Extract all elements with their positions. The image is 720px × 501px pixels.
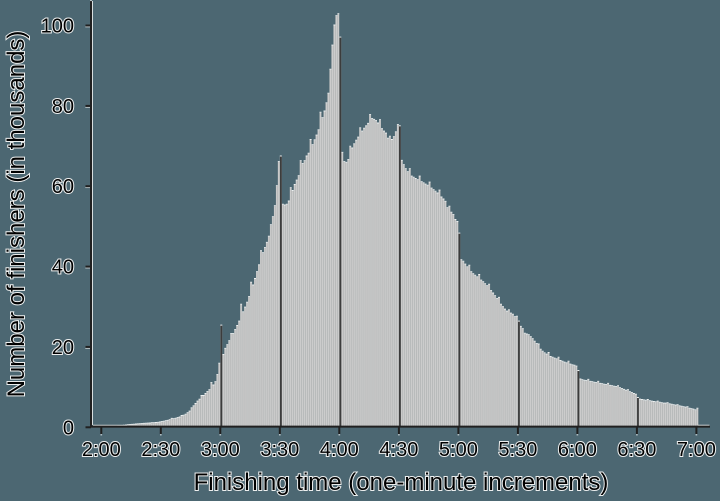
svg-text:2:30: 2:30 bbox=[141, 439, 180, 461]
svg-text:80: 80 bbox=[52, 96, 74, 118]
svg-text:Number of finishers (in thousa: Number of finishers (in thousands) bbox=[3, 31, 30, 398]
svg-text:0: 0 bbox=[63, 417, 74, 439]
svg-text:3:30: 3:30 bbox=[260, 439, 299, 461]
svg-text:4:30: 4:30 bbox=[379, 439, 418, 461]
svg-text:40: 40 bbox=[52, 257, 74, 279]
svg-text:5:30: 5:30 bbox=[498, 439, 537, 461]
svg-text:100: 100 bbox=[41, 16, 74, 38]
svg-text:20: 20 bbox=[52, 337, 74, 359]
svg-text:6:30: 6:30 bbox=[617, 439, 656, 461]
svg-text:6:00: 6:00 bbox=[558, 439, 597, 461]
svg-text:5:00: 5:00 bbox=[439, 439, 478, 461]
svg-text:7:00: 7:00 bbox=[677, 439, 716, 461]
svg-text:4:00: 4:00 bbox=[320, 439, 359, 461]
svg-text:3:00: 3:00 bbox=[201, 439, 240, 461]
svg-text:2:00: 2:00 bbox=[82, 439, 121, 461]
svg-text:Finishing time (one-minute inc: Finishing time (one-minute increments) bbox=[194, 469, 609, 496]
svg-text:60: 60 bbox=[52, 176, 74, 198]
